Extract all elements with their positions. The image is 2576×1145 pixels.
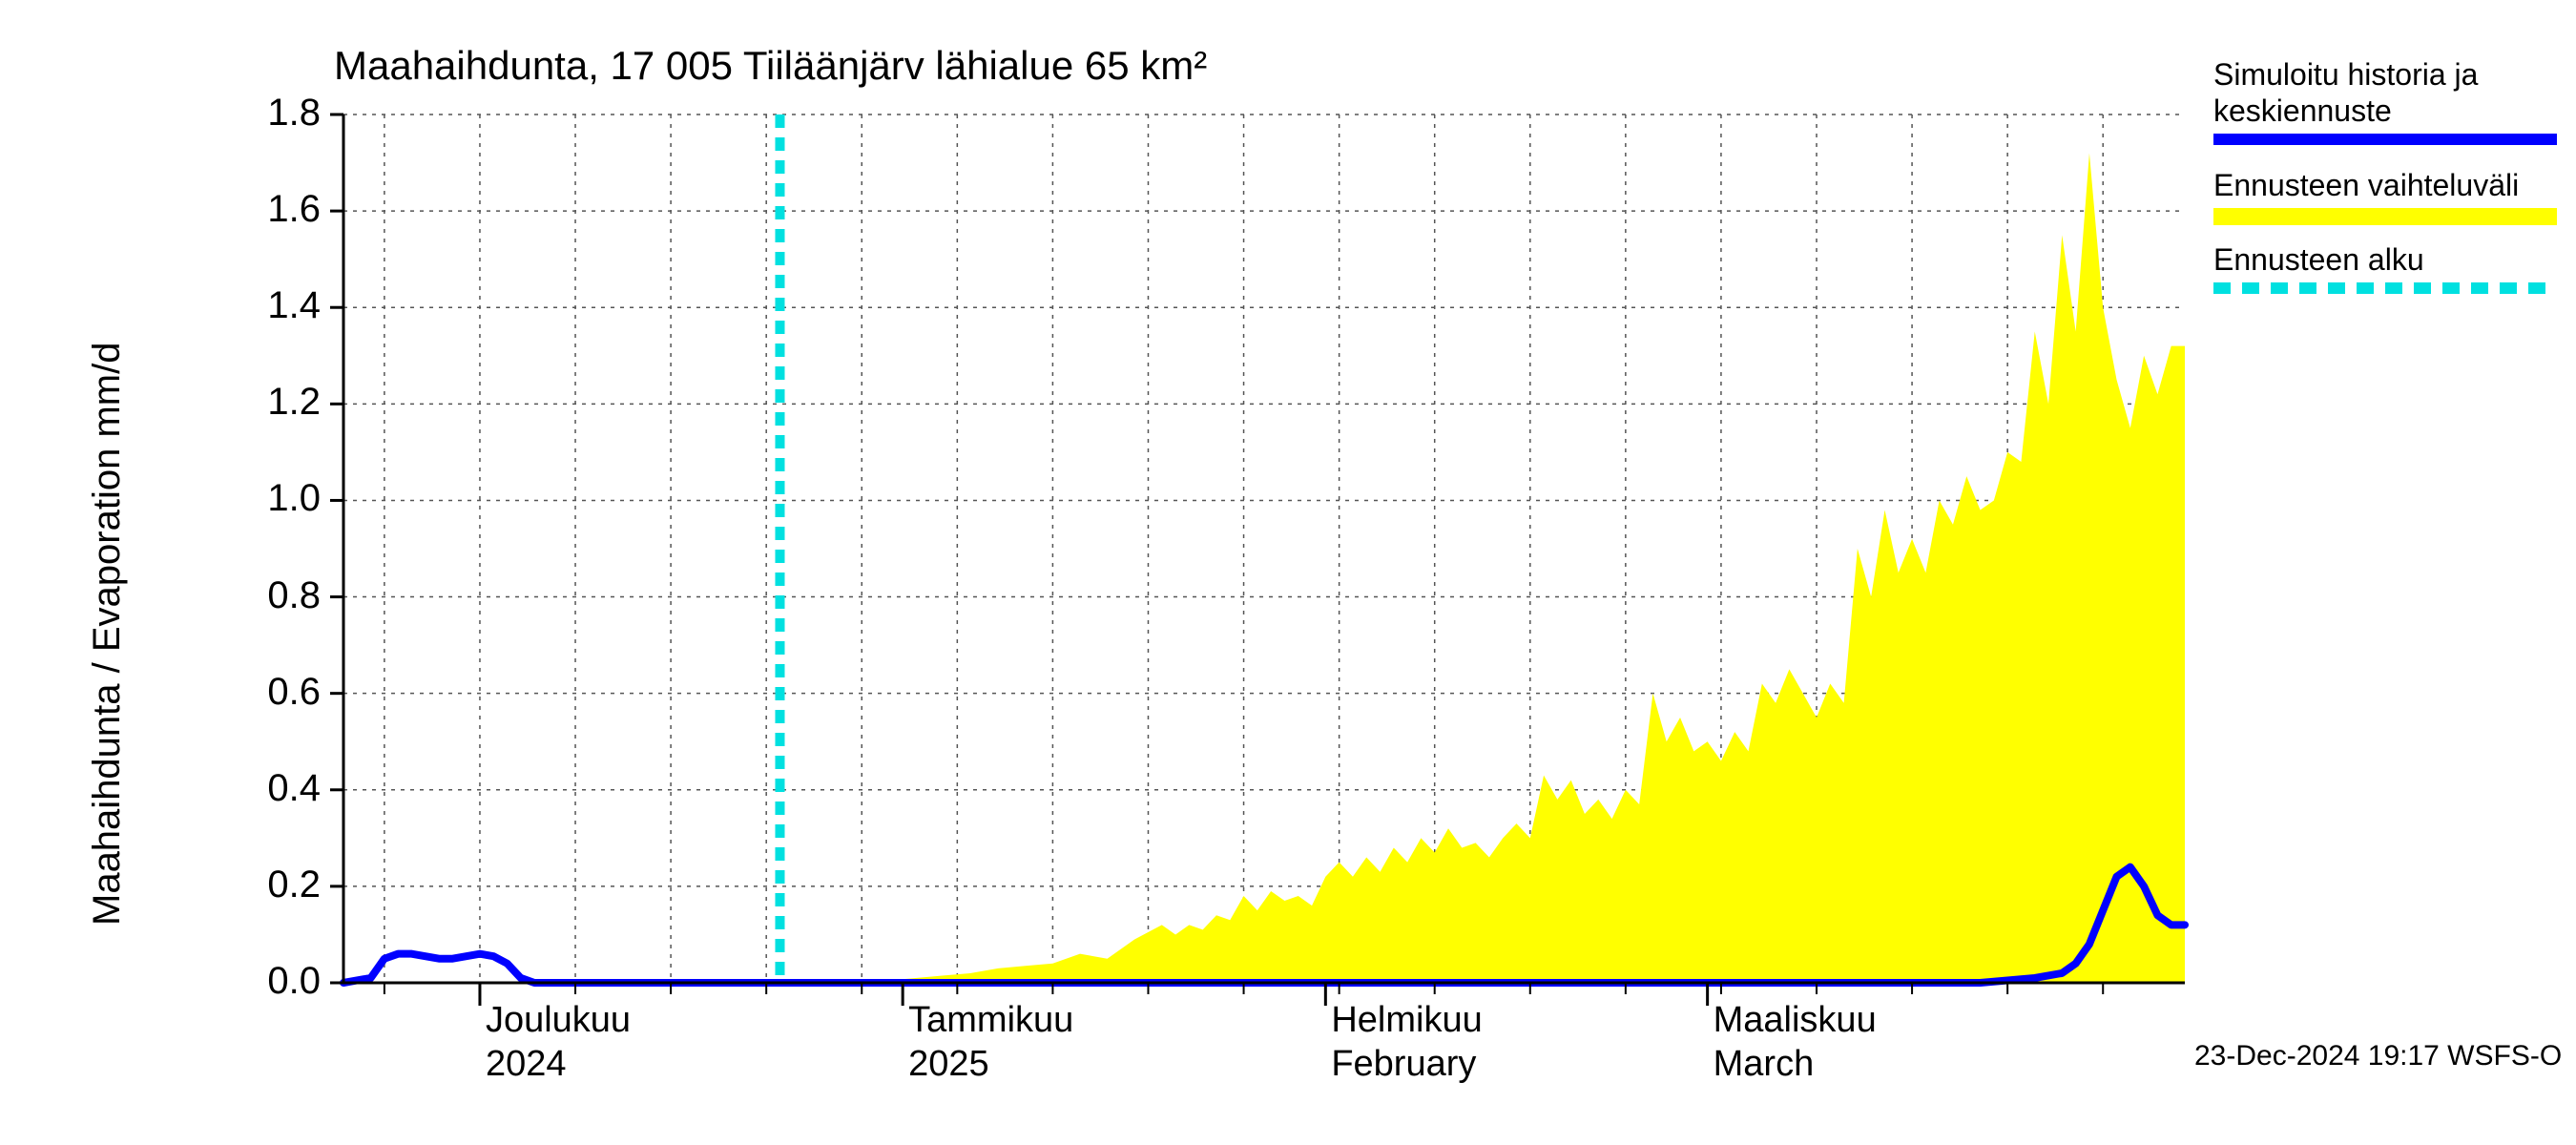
x-month-label: Helmikuu xyxy=(1331,1000,1482,1041)
y-tick-label: 1.6 xyxy=(267,188,321,231)
plot-area xyxy=(0,0,2576,1145)
y-axis-label: Maahaihdunta / Evaporation mm/d xyxy=(86,343,129,926)
x-month-sublabel: 2024 xyxy=(486,1044,567,1085)
legend-label: Ennusteen vaihteluväli xyxy=(2213,168,2519,203)
legend-swatch-line xyxy=(2213,134,2557,145)
forecast-range-area xyxy=(779,153,2185,983)
x-month-label: Maaliskuu xyxy=(1714,1000,1877,1041)
y-tick-label: 0.8 xyxy=(267,574,321,617)
y-tick-label: 1.8 xyxy=(267,92,321,135)
legend-label: keskiennuste xyxy=(2213,94,2392,129)
y-tick-label: 0.4 xyxy=(267,767,321,810)
y-tick-label: 1.0 xyxy=(267,477,321,520)
timestamp-footer: 23-Dec-2024 19:17 WSFS-O xyxy=(2194,1040,2562,1072)
legend-swatch-block xyxy=(2213,208,2557,225)
y-tick-label: 0.2 xyxy=(267,864,321,906)
x-month-label: Joulukuu xyxy=(486,1000,631,1041)
y-tick-label: 0.0 xyxy=(267,960,321,1003)
y-tick-label: 1.4 xyxy=(267,284,321,327)
x-month-sublabel: March xyxy=(1714,1044,1815,1085)
x-month-label: Tammikuu xyxy=(908,1000,1073,1041)
x-month-sublabel: February xyxy=(1331,1044,1476,1085)
y-tick-label: 1.2 xyxy=(267,381,321,424)
legend-label: Simuloitu historia ja xyxy=(2213,57,2478,93)
y-tick-label: 0.6 xyxy=(267,671,321,714)
legend-label: Ennusteen alku xyxy=(2213,242,2424,278)
chart-title: Maahaihdunta, 17 005 Tiiläänjärv lähialu… xyxy=(334,43,1207,89)
evaporation-forecast-chart: Maahaihdunta, 17 005 Tiiläänjärv lähialu… xyxy=(0,0,2576,1145)
legend-swatch-dash xyxy=(2213,282,2557,294)
x-month-sublabel: 2025 xyxy=(908,1044,989,1085)
